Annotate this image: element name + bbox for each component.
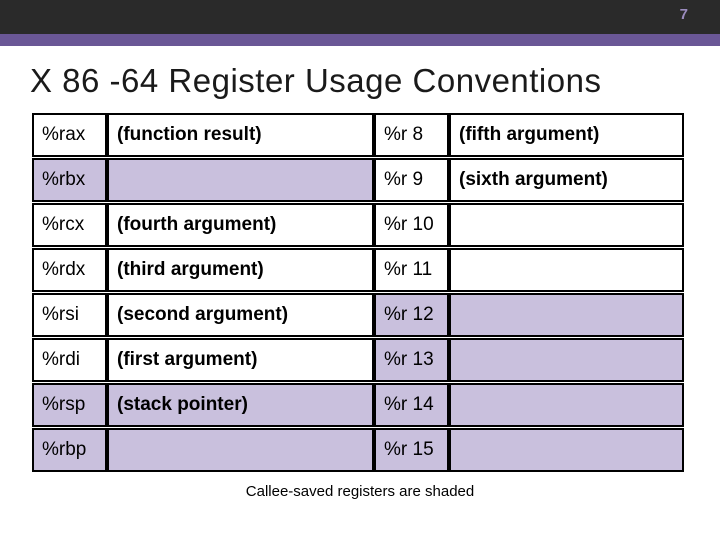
table-row: %r 12 [374, 293, 684, 337]
register-desc [449, 383, 684, 427]
table-row: %r 9(sixth argument) [374, 158, 684, 202]
register-desc [449, 293, 684, 337]
register-desc: (fifth argument) [449, 113, 684, 157]
register-name: %r 12 [374, 293, 449, 337]
register-name: %r 15 [374, 428, 449, 472]
register-name: %rcx [32, 203, 107, 247]
table-row: %rax(function result) [32, 113, 374, 157]
register-name: %rsi [32, 293, 107, 337]
register-name: %rsp [32, 383, 107, 427]
table-row: %rdx(third argument) [32, 248, 374, 292]
left-register-table: %rax(function result)%rbx%rcx(fourth arg… [32, 112, 374, 473]
register-desc: (stack pointer) [107, 383, 374, 427]
register-name: %rbp [32, 428, 107, 472]
register-desc: (sixth argument) [449, 158, 684, 202]
register-name: %r 9 [374, 158, 449, 202]
register-desc: (third argument) [107, 248, 374, 292]
register-desc [107, 158, 374, 202]
register-name: %r 13 [374, 338, 449, 382]
tables-wrap: %rax(function result)%rbx%rcx(fourth arg… [0, 112, 720, 473]
register-desc: (second argument) [107, 293, 374, 337]
register-name: %rax [32, 113, 107, 157]
table-row: %r 13 [374, 338, 684, 382]
register-desc [449, 428, 684, 472]
table-row: %rsp(stack pointer) [32, 383, 374, 427]
register-name: %r 8 [374, 113, 449, 157]
page-number: 7 [680, 6, 688, 23]
caption: Callee-saved registers are shaded [0, 483, 720, 500]
right-register-table: %r 8(fifth argument)%r 9(sixth argument)… [374, 112, 684, 473]
table-row: %r 15 [374, 428, 684, 472]
register-desc [449, 248, 684, 292]
table-row: %rbx [32, 158, 374, 202]
register-name: %r 10 [374, 203, 449, 247]
register-name: %r 14 [374, 383, 449, 427]
register-desc [449, 338, 684, 382]
slide-title: X 86 -64 Register Usage Conventions [0, 46, 720, 112]
table-row: %rcx(fourth argument) [32, 203, 374, 247]
table-row: %r 11 [374, 248, 684, 292]
table-row: %rbp [32, 428, 374, 472]
register-name: %rbx [32, 158, 107, 202]
table-row: %r 14 [374, 383, 684, 427]
table-row: %rdi(first argument) [32, 338, 374, 382]
register-desc [449, 203, 684, 247]
slide: 7 X 86 -64 Register Usage Conventions %r… [0, 0, 720, 540]
table-row: %r 10 [374, 203, 684, 247]
register-desc: (fourth argument) [107, 203, 374, 247]
table-row: %r 8(fifth argument) [374, 113, 684, 157]
register-name: %rdx [32, 248, 107, 292]
register-desc: (first argument) [107, 338, 374, 382]
header-bar: 7 [0, 0, 720, 34]
register-desc: (function result) [107, 113, 374, 157]
register-desc [107, 428, 374, 472]
table-row: %rsi(second argument) [32, 293, 374, 337]
register-name: %rdi [32, 338, 107, 382]
purple-stripe [0, 34, 720, 46]
register-name: %r 11 [374, 248, 449, 292]
